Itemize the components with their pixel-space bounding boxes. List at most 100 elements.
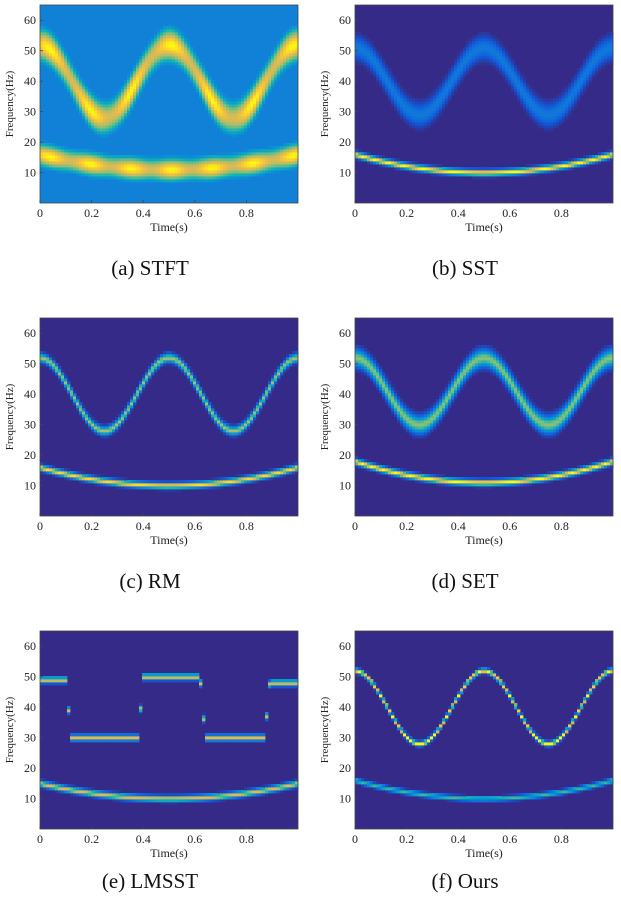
heatmap-cell xyxy=(430,113,434,117)
heatmap-cell xyxy=(355,348,359,352)
heatmap-cell xyxy=(481,366,485,370)
heatmap-cell xyxy=(574,92,578,96)
heatmap-cell xyxy=(454,477,458,481)
heatmap-cell xyxy=(607,348,611,352)
heatmap-cell xyxy=(574,89,578,93)
heatmap-cell xyxy=(544,432,548,436)
heatmap-cell xyxy=(253,101,257,105)
heatmap-cell xyxy=(439,417,443,421)
heatmap-cell xyxy=(250,161,254,165)
heatmap-cell xyxy=(457,384,461,388)
heatmap-cell xyxy=(190,68,194,72)
heatmap-cell xyxy=(595,155,599,159)
heatmap-cell xyxy=(292,32,296,36)
heatmap-cell xyxy=(277,56,281,60)
heatmap-cell xyxy=(370,44,374,48)
heatmap-cell xyxy=(610,53,614,57)
heatmap-cell xyxy=(466,480,470,484)
heatmap-cell xyxy=(220,152,224,156)
heatmap-cell xyxy=(211,83,215,87)
heatmap-cell xyxy=(460,65,464,69)
heatmap-cell xyxy=(478,354,482,358)
heatmap-cell xyxy=(451,80,455,84)
heatmap-cell xyxy=(412,161,416,165)
heatmap-cell xyxy=(460,483,464,487)
heatmap-cell xyxy=(391,471,395,475)
heatmap-cell xyxy=(151,173,155,177)
heatmap-cell xyxy=(436,414,440,418)
heatmap-cell xyxy=(112,155,116,159)
heatmap-cell xyxy=(280,152,284,156)
heatmap-cell xyxy=(442,390,446,394)
heatmap-cell xyxy=(217,161,221,165)
heatmap-cell xyxy=(400,86,404,90)
heatmap-cell xyxy=(121,113,125,117)
heatmap-cell xyxy=(82,101,86,105)
x-axis-label: Time(s) xyxy=(465,220,503,234)
heatmap-cell xyxy=(571,393,575,397)
heatmap-cell xyxy=(586,77,590,81)
heatmap-cell xyxy=(265,155,269,159)
heatmap-cell xyxy=(220,417,224,421)
heatmap-cell xyxy=(229,134,233,138)
heatmap-cell xyxy=(361,369,365,373)
heatmap-cell xyxy=(559,417,563,421)
heatmap-cell xyxy=(373,158,377,162)
heatmap-cell xyxy=(280,56,284,60)
heatmap-cell xyxy=(151,179,155,183)
heatmap-cell xyxy=(46,161,50,165)
heatmap-cell xyxy=(388,92,392,96)
heatmap-cell xyxy=(502,381,506,385)
heatmap-cell xyxy=(286,62,290,66)
heatmap-cell xyxy=(82,173,86,177)
heatmap-cell xyxy=(118,170,122,174)
heatmap-cell xyxy=(160,161,164,165)
heatmap-cell xyxy=(397,420,401,424)
heatmap-cell xyxy=(85,167,89,171)
heatmap-cell xyxy=(49,143,53,147)
heatmap-cell xyxy=(217,92,221,96)
heatmap-cell xyxy=(406,107,410,111)
heatmap-cell xyxy=(109,125,113,129)
heatmap-cell xyxy=(532,173,536,177)
heatmap-cell xyxy=(295,462,299,466)
heatmap-cell xyxy=(97,131,101,135)
heatmap-cell xyxy=(97,170,101,174)
heatmap-cell xyxy=(574,402,578,406)
heatmap-cell xyxy=(601,56,605,60)
heatmap-cell xyxy=(166,489,170,493)
heatmap-cell xyxy=(580,92,584,96)
heatmap-cell xyxy=(64,50,68,54)
heatmap-cell xyxy=(601,158,605,162)
heatmap-cell xyxy=(154,68,158,72)
heatmap-cell xyxy=(457,83,461,87)
heatmap-cell xyxy=(109,110,113,114)
heatmap-cell xyxy=(400,420,404,424)
heatmap-cell xyxy=(550,119,554,123)
heatmap-cell xyxy=(61,47,65,51)
heatmap-cell xyxy=(52,468,56,472)
heatmap-cell xyxy=(127,402,131,406)
heatmap-cell xyxy=(133,170,137,174)
heatmap-cell xyxy=(286,50,290,54)
heatmap-cell xyxy=(610,32,614,36)
heatmap-cell xyxy=(403,474,407,478)
heatmap-cell xyxy=(223,429,227,433)
heatmap-cell xyxy=(556,101,560,105)
heatmap-cell xyxy=(487,357,491,361)
heatmap-cell xyxy=(229,176,233,180)
heatmap-cell xyxy=(289,152,293,156)
heatmap-cell xyxy=(262,477,266,481)
heatmap-cell xyxy=(169,32,173,36)
heatmap-cell xyxy=(568,86,572,90)
heatmap-cell xyxy=(178,167,182,171)
heatmap-cell xyxy=(433,170,437,174)
heatmap-cell xyxy=(46,152,50,156)
heatmap-cell xyxy=(499,354,503,358)
heatmap-cell xyxy=(403,116,407,120)
heatmap-cell xyxy=(499,363,503,367)
heatmap-cell xyxy=(409,122,413,126)
heatmap-cell xyxy=(199,92,203,96)
heatmap-cell xyxy=(97,429,101,433)
heatmap-cell xyxy=(160,50,164,54)
